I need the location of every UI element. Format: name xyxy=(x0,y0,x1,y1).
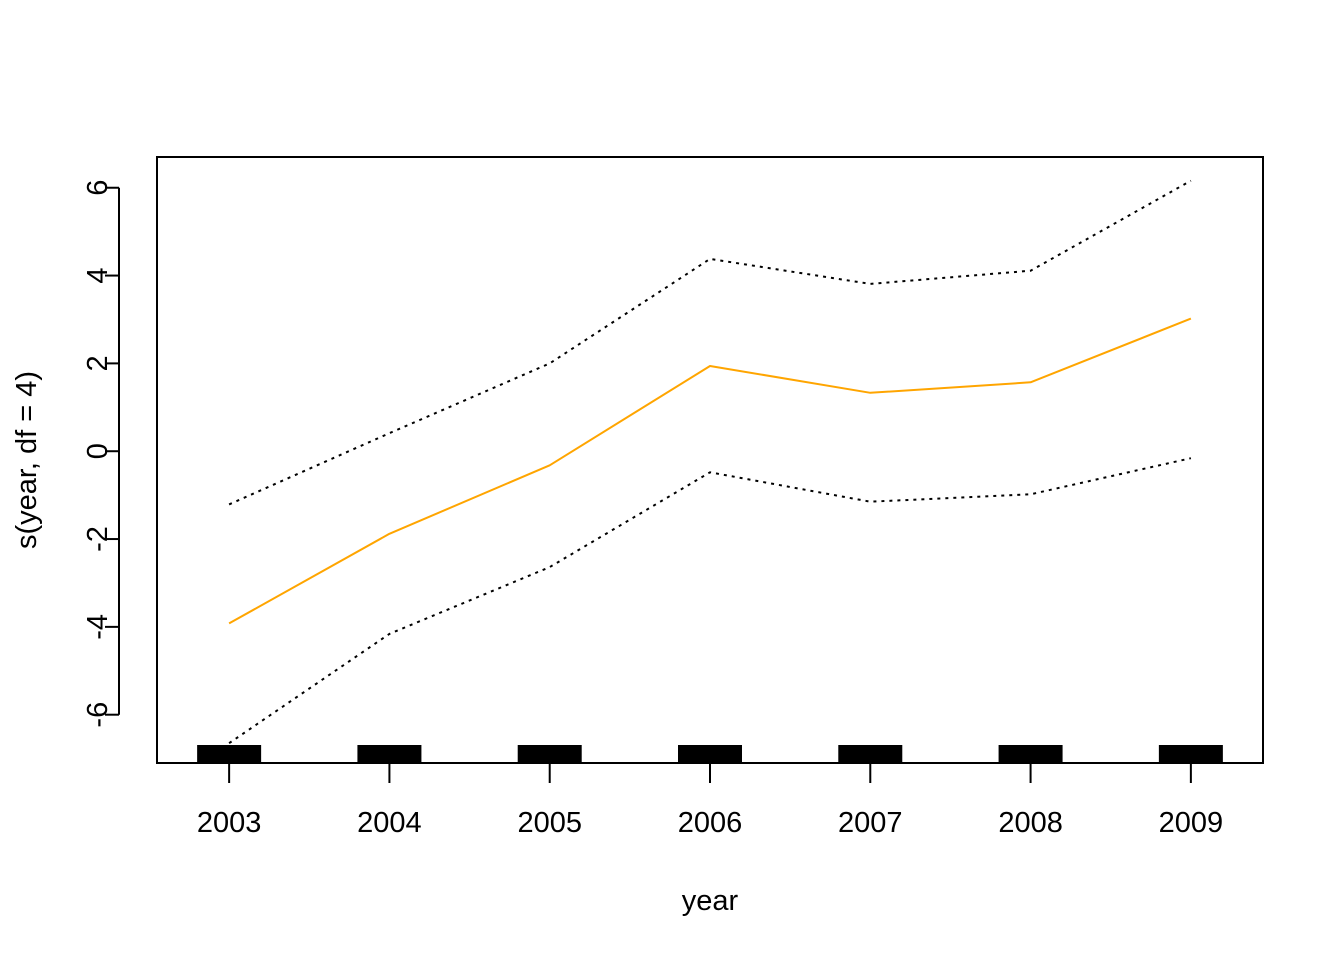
y-tick-label: -6 xyxy=(82,702,114,728)
x-tick-label: 2006 xyxy=(678,807,743,839)
y-tick-label: -4 xyxy=(82,614,114,640)
x-tick-label: 2008 xyxy=(998,807,1063,839)
rug-mark xyxy=(998,745,1063,763)
confidence-band-line xyxy=(228,457,1192,745)
rug-mark xyxy=(838,745,903,763)
series-group xyxy=(228,179,1192,745)
smooth-fit-line xyxy=(228,317,1192,625)
y-tick-label: 4 xyxy=(82,267,114,283)
rug-mark xyxy=(197,745,262,763)
y-axis-title: s(year, df = 4) xyxy=(11,371,43,549)
confidence-band-line xyxy=(228,179,1192,506)
x-tick-label: 2007 xyxy=(838,807,903,839)
x-tick-label: 2009 xyxy=(1159,807,1224,839)
x-axis: 2003 2004 2005 2006 2007 2008 2009 xyxy=(197,762,1224,839)
rug-mark xyxy=(517,745,582,763)
x-tick-label: 2003 xyxy=(197,807,262,839)
rug-mark xyxy=(678,745,742,763)
x-axis-title: year xyxy=(682,885,739,917)
y-axis: -6 -4 -2 0 2 4 6 xyxy=(82,180,120,728)
y-tick-label: 6 xyxy=(82,180,114,196)
plot-frame xyxy=(156,156,1264,764)
rug xyxy=(197,745,1223,763)
y-tick-label: -2 xyxy=(82,526,114,552)
y-tick-label: 0 xyxy=(82,443,114,459)
y-tick-label: 2 xyxy=(82,355,114,371)
x-tick-label: 2005 xyxy=(517,807,582,839)
rug-mark xyxy=(357,745,422,763)
x-tick-label: 2004 xyxy=(357,807,422,839)
rug-mark xyxy=(1158,745,1223,763)
